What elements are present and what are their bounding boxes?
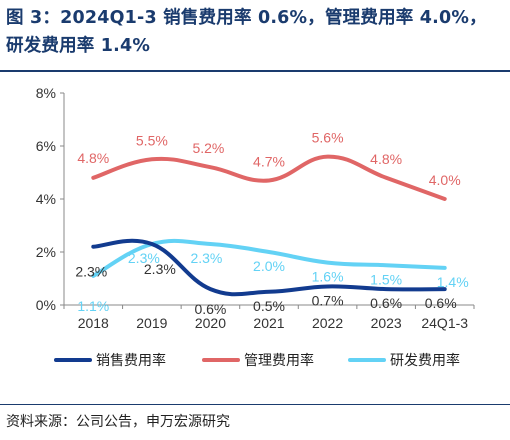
sales-rate-data-label: 0.5% bbox=[253, 298, 285, 314]
sales-rate-data-label: 0.6% bbox=[425, 295, 457, 311]
y-tick-label: 0% bbox=[36, 297, 56, 313]
sales-rate-data-label: 2.3% bbox=[75, 264, 107, 280]
rd-rate-data-label: 1.4% bbox=[437, 274, 469, 290]
rd-rate-data-label: 2.3% bbox=[128, 250, 160, 266]
header-rule bbox=[0, 70, 510, 72]
legend-label-sales-rate: 销售费用率 bbox=[96, 352, 166, 369]
legend-label-rd-rate: 研发费用率 bbox=[390, 352, 460, 369]
x-tick-label: 2018 bbox=[78, 315, 109, 331]
rd-rate-data-label: 1.6% bbox=[312, 269, 344, 285]
mgmt-rate-data-label: 4.8% bbox=[77, 150, 109, 166]
x-tick-label: 2021 bbox=[253, 315, 284, 331]
legend-label-mgmt-rate: 管理费用率 bbox=[244, 352, 314, 369]
y-tick-label: 4% bbox=[36, 191, 56, 207]
sales-rate-data-label: 0.6% bbox=[194, 301, 226, 317]
rd-rate-data-label: 2.3% bbox=[190, 250, 222, 266]
mgmt-rate-data-label: 5.6% bbox=[312, 130, 344, 146]
y-tick-label: 2% bbox=[36, 244, 56, 260]
x-tick-label: 2019 bbox=[136, 315, 167, 331]
sales-rate-data-label: 0.6% bbox=[370, 295, 402, 311]
sales-rate-data-label: 0.7% bbox=[312, 292, 344, 308]
footer-rule bbox=[0, 404, 510, 405]
sales-rate-data-label: 2.3% bbox=[144, 261, 176, 277]
rd-rate-data-label: 1.1% bbox=[77, 298, 109, 314]
y-tick-label: 6% bbox=[36, 138, 56, 154]
mgmt-rate-data-label: 4.8% bbox=[370, 151, 402, 167]
x-tick-label: 2020 bbox=[195, 315, 226, 331]
mgmt-rate-data-label: 4.0% bbox=[429, 172, 461, 188]
source-note: 资料来源：公司公告，申万宏源研究 bbox=[6, 414, 230, 430]
rd-rate-data-label: 2.0% bbox=[253, 258, 285, 274]
y-tick-label: 8% bbox=[36, 85, 56, 101]
mgmt-rate-data-label: 4.7% bbox=[253, 153, 285, 169]
x-tick-label: 2023 bbox=[371, 315, 402, 331]
rd-rate-data-label: 1.5% bbox=[370, 271, 402, 287]
chart-title: 图 3：2024Q1-3 销售费用率 0.6%，管理费用率 4.0%，研发费用率… bbox=[6, 8, 487, 56]
mgmt-rate-data-label: 5.5% bbox=[136, 132, 168, 148]
x-tick-label: 24Q1-3 bbox=[421, 315, 468, 331]
mgmt-rate-data-label: 5.2% bbox=[192, 140, 224, 156]
x-tick-label: 2022 bbox=[312, 315, 343, 331]
